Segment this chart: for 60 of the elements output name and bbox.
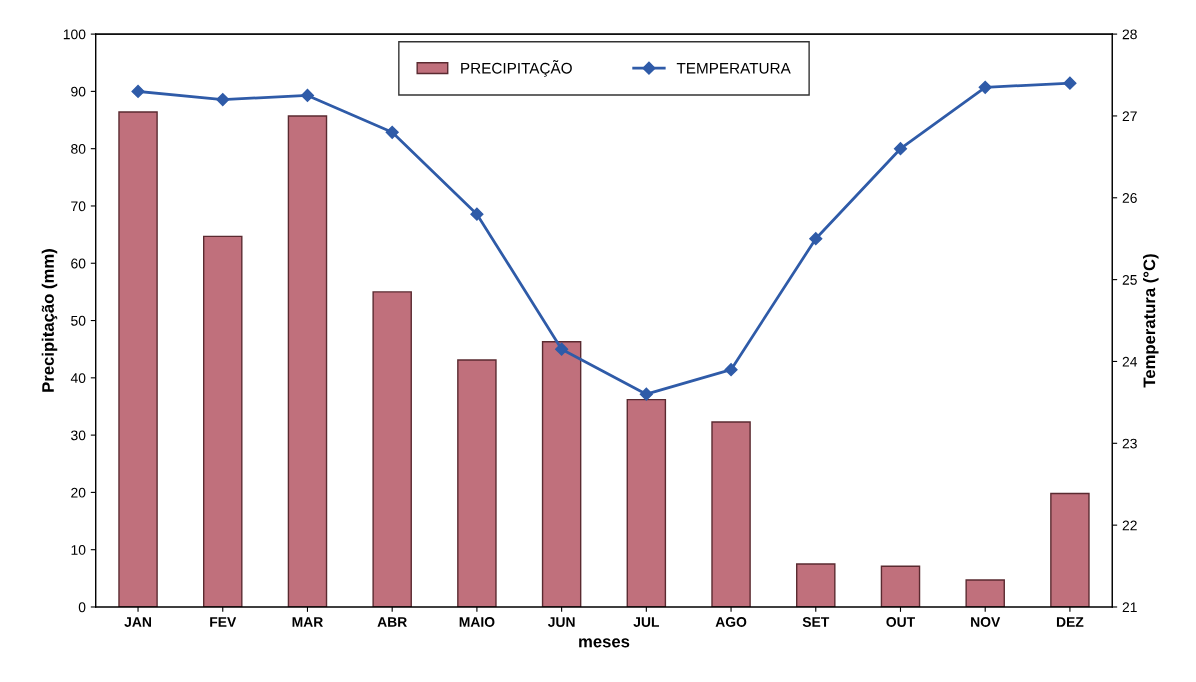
point bbox=[893, 142, 908, 156]
x-tick-label: JUL bbox=[633, 617, 660, 627]
point bbox=[555, 342, 569, 356]
y2-tick-label: 24 bbox=[1122, 356, 1138, 367]
y-tick-label: 70 bbox=[71, 201, 86, 212]
x-tick-label: JUN bbox=[547, 617, 575, 627]
bar bbox=[118, 111, 158, 607]
bar bbox=[796, 563, 836, 607]
y2-tick-label: 25 bbox=[1122, 274, 1137, 285]
x-tick-label: NOV bbox=[971, 617, 1001, 627]
y-tick-label: 40 bbox=[70, 373, 86, 383]
point bbox=[385, 125, 399, 139]
point bbox=[131, 84, 145, 98]
bar bbox=[372, 291, 412, 607]
y-tick-label: 30 bbox=[71, 430, 86, 441]
x-tick-label: AGO bbox=[715, 617, 747, 627]
bar bbox=[202, 235, 243, 607]
y-tick-label: 80 bbox=[71, 144, 86, 154]
y-tick-label: 100 bbox=[63, 29, 86, 40]
y-tick-label: 20 bbox=[71, 487, 86, 498]
point bbox=[809, 232, 823, 246]
y-tick-label: 10 bbox=[71, 545, 86, 555]
legend-label: TEMPERATURA bbox=[676, 62, 791, 74]
y-tick-label: 90 bbox=[71, 86, 86, 97]
y2-tick-label: 22 bbox=[1122, 520, 1137, 531]
y2-tick-label: 23 bbox=[1122, 438, 1137, 449]
x-tick-label: SET bbox=[802, 617, 830, 627]
y-tick-label: 0 bbox=[78, 602, 86, 613]
bar bbox=[626, 398, 667, 607]
bar bbox=[457, 359, 497, 607]
point bbox=[639, 387, 653, 401]
x-tick-label: OUT bbox=[886, 617, 915, 627]
bar bbox=[965, 579, 1005, 607]
x-tick-label: FEV bbox=[210, 617, 237, 627]
point bbox=[216, 92, 230, 107]
x-axis-title: meses bbox=[579, 638, 630, 648]
point bbox=[724, 363, 738, 377]
x-tick-label: JAN bbox=[124, 617, 151, 627]
y2-tick-label: 28 bbox=[1122, 29, 1137, 40]
bar bbox=[1050, 492, 1090, 607]
point bbox=[300, 88, 315, 103]
bar bbox=[711, 421, 751, 607]
y-axis-title: Precipitação (mm) bbox=[41, 249, 58, 392]
y2-tick-label: 27 bbox=[1122, 111, 1137, 121]
y2-tick-label: 26 bbox=[1122, 193, 1137, 203]
point bbox=[1063, 76, 1077, 90]
point bbox=[978, 80, 992, 94]
bar bbox=[880, 565, 921, 607]
y-tick-label: 50 bbox=[71, 315, 86, 326]
y2-axis-title: Temperatura (°C) bbox=[1143, 254, 1159, 388]
bar bbox=[287, 115, 328, 607]
legend-label: PRECIPITAÇÃO bbox=[461, 60, 572, 77]
y2-tick-label: 21 bbox=[1122, 602, 1137, 613]
y-tick-label: 60 bbox=[71, 258, 86, 269]
bar bbox=[541, 341, 582, 607]
x-tick-label: DEZ bbox=[1056, 617, 1084, 627]
point bbox=[470, 207, 484, 221]
x-tick-label: ABR bbox=[377, 617, 407, 627]
x-tick-label: MAR bbox=[292, 617, 323, 627]
x-tick-label: MAIO bbox=[459, 617, 495, 627]
